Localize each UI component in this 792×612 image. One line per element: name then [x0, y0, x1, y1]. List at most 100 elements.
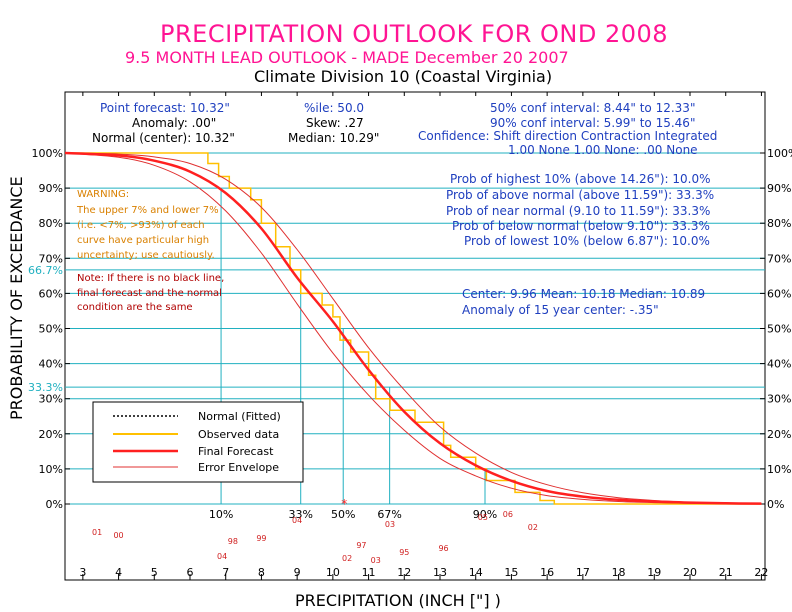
y-tick-label-right: 30% [767, 393, 791, 406]
x-tick-label: 5 [151, 566, 158, 579]
quantile-label: 67% [377, 508, 401, 521]
point-forecast-marker: * [341, 497, 347, 511]
x-tick-label: 3 [79, 566, 86, 579]
legend-box [92, 401, 304, 483]
y-tick-label: 10% [39, 463, 63, 476]
x-tick-label: 16 [540, 566, 554, 579]
quantile-label: 90% [473, 508, 497, 521]
y-tick-label-right: 40% [767, 358, 791, 371]
anomaly-line: Anomaly of 15 year center: -.35" [462, 303, 659, 317]
year-label: 97 [356, 541, 366, 550]
year-label: 99 [256, 534, 266, 543]
y-axis-label: PROBABILITY OF EXCEEDANCE [7, 176, 26, 420]
x-tick-label: 13 [433, 566, 447, 579]
x-tick-label: 6 [187, 566, 194, 579]
x-axis-label: PRECIPITATION (INCH ["] ) [295, 591, 501, 610]
year-label: 00 [113, 531, 123, 540]
quantile-label: 10% [209, 508, 233, 521]
legend-label-observed: Observed data [198, 428, 279, 441]
plot-frame [64, 91, 766, 581]
year-label: 03 [385, 520, 395, 529]
x-tick-label: 4 [115, 566, 122, 579]
prob-above-normal: Prob of above normal (above 11.59"): 33.… [446, 188, 715, 202]
quantile-label: 33% [288, 508, 312, 521]
chart-title: PRECIPITATION OUTLOOK FOR OND 2008 [160, 20, 669, 48]
prob-highest-10: Prob of highest 10% (above 14.26"): 10.0… [450, 172, 711, 186]
y-tick-label: 100% [32, 147, 63, 160]
year-label: 01 [92, 528, 102, 537]
x-tick-label: 19 [647, 566, 661, 579]
final-forecast-line [64, 151, 762, 505]
y-tick-label-right: 60% [767, 287, 791, 300]
ci50: 50% conf interval: 8.44" to 12.33" [490, 101, 696, 115]
reference-line-label: 33.3% [28, 381, 63, 394]
x-tick-label: 10 [326, 566, 340, 579]
y-tick-label: 50% [39, 323, 63, 336]
series [64, 151, 762, 505]
warning-line-5: uncertainty; use cautiously. [77, 250, 215, 261]
y-tick-label: 90% [39, 182, 63, 195]
y-tick-label-right: 90% [767, 182, 791, 195]
year-label: 03 [371, 556, 381, 565]
y-tick-label-right: 0% [767, 498, 784, 511]
percentile: %ile: 50.0 [304, 101, 365, 115]
x-tick-label: 15 [504, 566, 518, 579]
skew: Skew: .27 [306, 116, 364, 130]
year-label: 04 [292, 516, 302, 525]
confidence-values: 1.00 None 1.00 None: .00 None [508, 143, 698, 157]
x-tick-label: 22 [754, 566, 768, 579]
confidence-header: Confidence: Shift direction Contraction … [418, 129, 718, 143]
division-label: Climate Division 10 (Coastal Virginia) [254, 67, 553, 86]
y-tick-label: 60% [39, 287, 63, 300]
x-ticks: 3 4 5 6 7 8 9 10 11 12 13 14 15 16 17 18 19 20 21 22 [79, 92, 768, 580]
year-label: 04 [217, 552, 227, 561]
note-line-1: Note: If there is no black line, [77, 273, 225, 284]
point-forecast: Point forecast: 10.32" [100, 101, 230, 115]
x-tick-label: 11 [362, 566, 376, 579]
y-tick-label: 30% [39, 393, 63, 406]
y-tick-label: 70% [39, 252, 63, 265]
x-tick-label: 8 [258, 566, 265, 579]
legend-label-normal: Normal (Fitted) [198, 410, 281, 423]
chart-subtitle: 9.5 MONTH LEAD OUTLOOK - MADE December 2… [125, 48, 569, 67]
center-line: Center: 9.96 Mean: 10.18 Median: 10.89 [462, 287, 706, 301]
quantile-label: 50% [331, 508, 355, 521]
x-tick-label: 17 [576, 566, 590, 579]
prob-near-normal: Prob of near normal (9.10 to 11.59"): 33… [446, 204, 711, 218]
warning-line-4: curve have particular high [77, 235, 210, 246]
year-label: 06 [503, 510, 513, 519]
anomaly: Anomaly: .00" [132, 116, 217, 130]
y-tick-label-right: 10% [767, 463, 791, 476]
gridlines [65, 152, 765, 505]
warning-line-1: WARNING: [77, 189, 130, 200]
normal-center: Normal (center): 10.32" [92, 131, 235, 145]
note-line-3: condition are the same [77, 302, 193, 313]
y-tick-label-right: 80% [767, 217, 791, 230]
year-label: 95 [399, 548, 409, 557]
warning-line-3: (i.e. <7%, >93%) of each [77, 220, 205, 231]
x-tick-label: 20 [683, 566, 697, 579]
y-tick-label-right: 70% [767, 252, 791, 265]
y-tick-label: 80% [39, 217, 63, 230]
y-tick-label-right: 20% [767, 428, 791, 441]
median: Median: 10.29" [288, 131, 380, 145]
y-tick-label-right: 100% [767, 147, 792, 160]
y-ticks: 0% 0% 10% 10% 20% 20% 30% 30% 40% 40% 50% 50% 60% 60%… [32, 147, 792, 511]
year-label: 96 [438, 544, 448, 553]
y-tick-label-right: 50% [767, 323, 791, 336]
note-line-2: final forecast and the normal [77, 288, 222, 299]
prob-lowest-10: Prob of lowest 10% (below 6.87"): 10.0% [464, 234, 710, 248]
x-tick-label: 21 [719, 566, 733, 579]
x-tick-label: 7 [222, 566, 229, 579]
warning-line-2: The upper 7% and lower 7% [77, 205, 219, 216]
x-tick-label: 18 [612, 566, 626, 579]
prob-below-normal: Prob of below normal (below 9.10"): 33.3… [452, 219, 710, 233]
x-tick-label: 12 [397, 566, 411, 579]
reference-line-label: 66.7% [28, 264, 63, 277]
y-tick-label: 40% [39, 358, 63, 371]
legend: Normal (Fitted) Observed data Final Fore… [92, 401, 304, 483]
year-label: 05 [478, 513, 488, 522]
legend-label-envelope: Error Envelope [198, 461, 279, 474]
reference-lines: 66.7% 33.3% [28, 264, 765, 394]
